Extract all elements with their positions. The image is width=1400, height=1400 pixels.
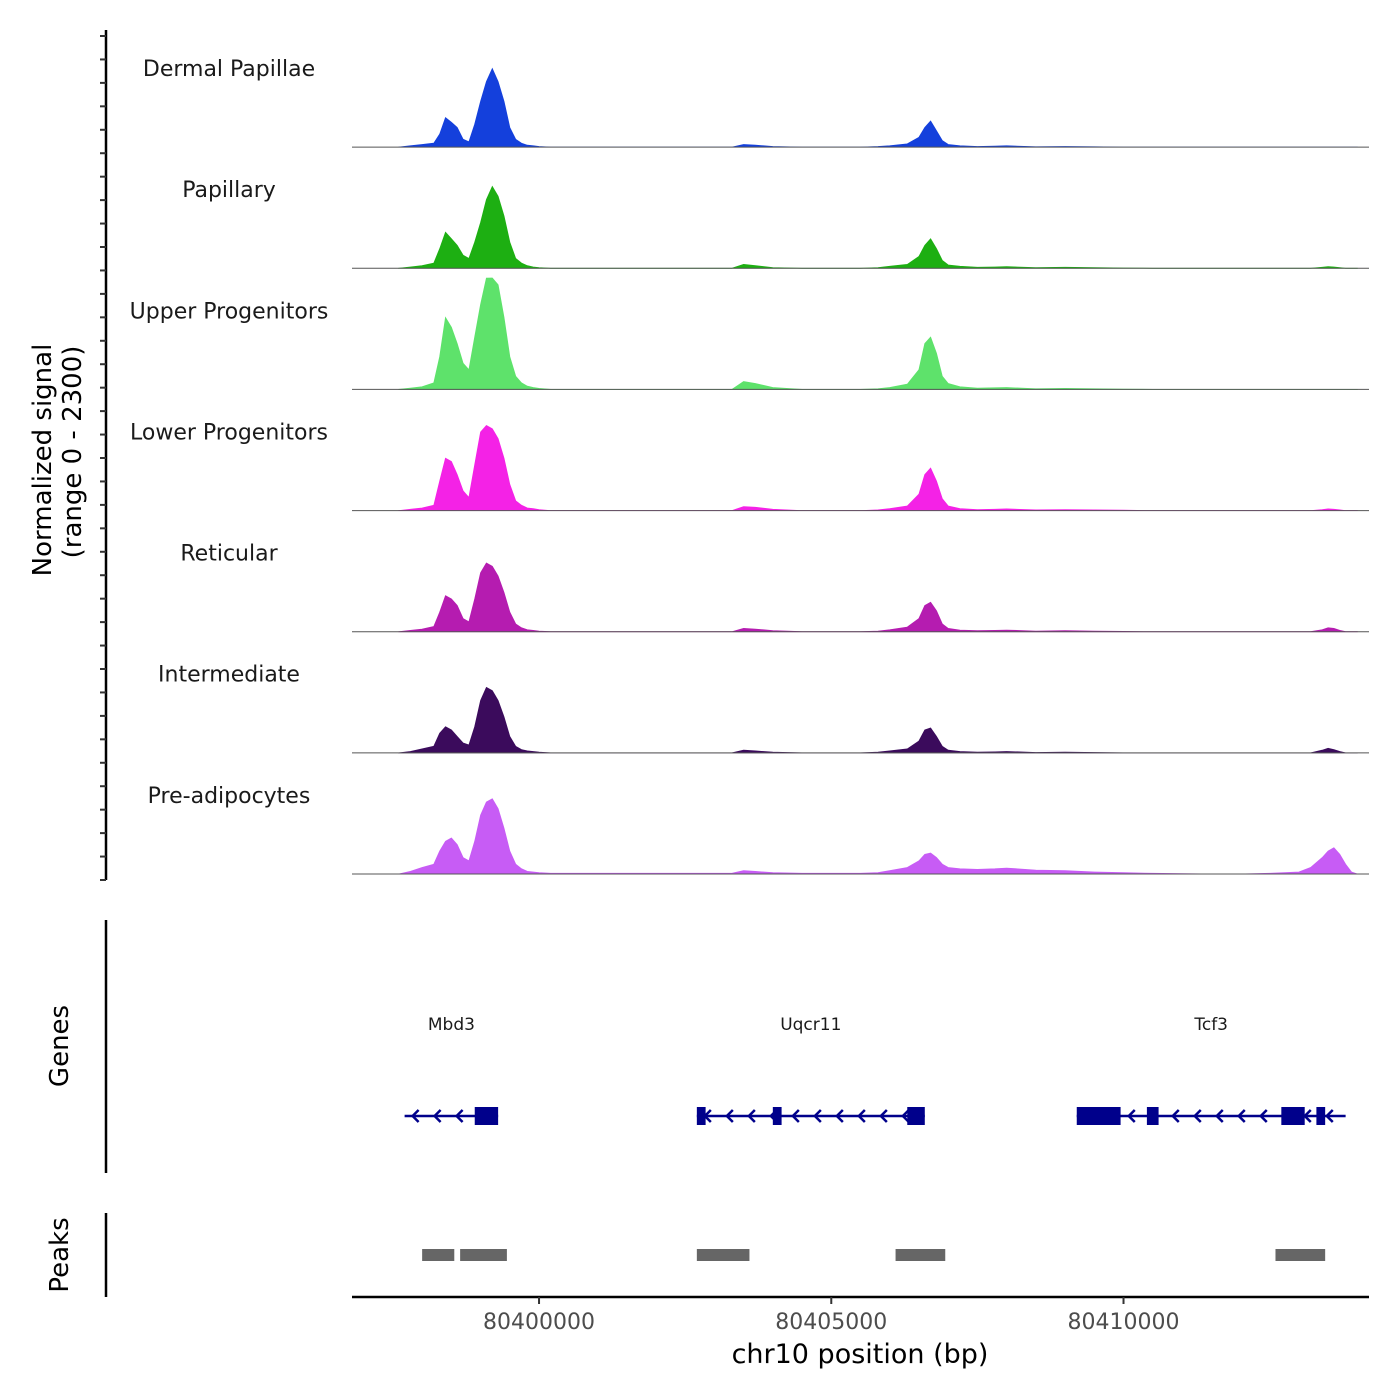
track-label-1: Papillary bbox=[182, 178, 276, 203]
strand-arrow-2 bbox=[1192, 1109, 1202, 1123]
x-axis-label: chr10 position (bp) bbox=[732, 1339, 989, 1370]
track-label-2: Upper Progenitors bbox=[130, 299, 329, 324]
peak-4 bbox=[1275, 1249, 1326, 1261]
exon-2-3 bbox=[1316, 1107, 1326, 1125]
signal-area-1 bbox=[398, 185, 1358, 269]
exon-1-1 bbox=[772, 1107, 782, 1125]
gene-label-1: Uqcr11 bbox=[780, 1015, 841, 1035]
strand-arrow-2 bbox=[1214, 1109, 1224, 1123]
strand-arrow-1 bbox=[791, 1109, 800, 1123]
signal-ylabel-line2: (range 0 - 2300) bbox=[58, 346, 88, 559]
peak-1 bbox=[460, 1249, 507, 1261]
track-label-6: Pre-adipocytes bbox=[148, 784, 311, 809]
peak-2 bbox=[696, 1249, 750, 1261]
gene-label-2: Tcf3 bbox=[1193, 1015, 1228, 1035]
strand-arrow-1 bbox=[813, 1109, 822, 1123]
exon-2-2 bbox=[1281, 1107, 1305, 1125]
exon-2-0 bbox=[1076, 1107, 1121, 1125]
peaks-ylabel: Peaks bbox=[45, 1217, 75, 1292]
peak-3 bbox=[895, 1249, 946, 1261]
strand-arrow-2 bbox=[1170, 1109, 1180, 1123]
track-label-0: Dermal Papillae bbox=[143, 57, 315, 82]
track-label-4: Reticular bbox=[180, 542, 278, 567]
strand-arrow-0 bbox=[454, 1109, 464, 1123]
x-tick-label-0: 80400000 bbox=[483, 1310, 595, 1335]
exon-1-0 bbox=[696, 1107, 706, 1125]
strand-arrow-2 bbox=[1126, 1109, 1136, 1123]
strand-arrow-0 bbox=[432, 1109, 442, 1123]
peak-0 bbox=[422, 1249, 455, 1261]
signal-area-3 bbox=[398, 424, 1358, 512]
strand-arrow-0 bbox=[410, 1109, 420, 1123]
signal-area-5 bbox=[398, 686, 1358, 754]
strand-arrow-1 bbox=[901, 1109, 910, 1123]
exon-1-2 bbox=[907, 1107, 925, 1125]
strand-arrow-2 bbox=[1324, 1109, 1334, 1123]
strand-arrow-2 bbox=[1302, 1109, 1312, 1123]
genes-ylabel: Genes bbox=[45, 1005, 75, 1087]
strand-arrow-1 bbox=[725, 1109, 734, 1123]
x-tick-label-2: 80410000 bbox=[1068, 1310, 1180, 1335]
strand-arrow-1 bbox=[857, 1109, 866, 1123]
strand-arrow-1 bbox=[879, 1109, 888, 1123]
gene-label-0: Mbd3 bbox=[428, 1015, 475, 1035]
strand-arrow-1 bbox=[835, 1109, 844, 1123]
track-label-3: Lower Progenitors bbox=[130, 420, 328, 445]
signal-area-4 bbox=[398, 562, 1358, 633]
track-label-5: Intermediate bbox=[158, 663, 300, 688]
exon-0-0 bbox=[474, 1107, 499, 1125]
signal-area-6 bbox=[398, 798, 1358, 875]
x-tick-label-1: 80405000 bbox=[775, 1310, 887, 1335]
strand-arrow-1 bbox=[747, 1109, 756, 1123]
exon-2-1 bbox=[1146, 1107, 1159, 1125]
signal-ylabel-line1: Normalized signal bbox=[28, 344, 58, 577]
signal-area-2 bbox=[398, 277, 1358, 390]
signal-area-0 bbox=[398, 67, 1358, 148]
strand-arrow-2 bbox=[1258, 1109, 1268, 1123]
strand-arrow-2 bbox=[1236, 1109, 1246, 1123]
chart-layer: Dermal Papillae Papillary Upper Progenitor… bbox=[100, 30, 1369, 1335]
